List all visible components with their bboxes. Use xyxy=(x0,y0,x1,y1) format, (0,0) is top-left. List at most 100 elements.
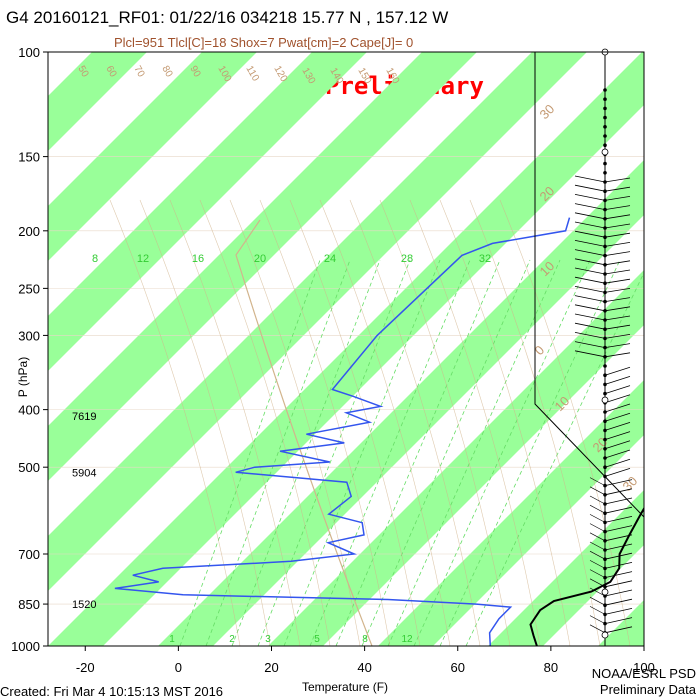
wind-barb xyxy=(604,343,631,348)
x-tick-label: 40 xyxy=(357,660,371,675)
x-tick-label: 0 xyxy=(175,660,182,675)
green-band xyxy=(598,600,644,646)
wind-barb xyxy=(574,267,606,275)
mixing-ratio-label: 5 xyxy=(314,634,320,645)
wind-barb xyxy=(574,175,606,183)
theta-label: 30 xyxy=(537,101,558,122)
wind-barb xyxy=(574,322,606,330)
wind-barb xyxy=(604,571,633,578)
green-band xyxy=(48,52,477,481)
mixing-ratio-line xyxy=(283,259,441,646)
isotherm-label: 110 xyxy=(243,64,261,84)
wind-dot xyxy=(603,299,607,304)
wind-barb xyxy=(574,350,606,358)
mixing-ratio-label: 8 xyxy=(92,253,98,265)
wind-barb xyxy=(604,543,633,551)
dry-adiabat-line xyxy=(439,199,571,646)
wind-barb xyxy=(574,221,606,229)
theta-label: 0 xyxy=(532,342,548,358)
wind-barb xyxy=(589,606,606,615)
mixing-ratio-line xyxy=(179,259,321,646)
dry-adiabat-line xyxy=(469,199,601,646)
mixing-ratio-label: 28 xyxy=(401,253,413,265)
wind-dot xyxy=(603,143,607,147)
wind-barb xyxy=(574,286,606,293)
height-label: 7619 xyxy=(72,411,96,423)
wind-barb xyxy=(574,304,606,312)
wind-barb xyxy=(604,440,631,450)
wind-dot xyxy=(603,483,607,488)
wind-barb xyxy=(589,615,606,624)
isotherm-label: 90 xyxy=(187,64,202,80)
wind-barb xyxy=(604,449,631,459)
dry-adiabat-line xyxy=(169,199,301,646)
wind-barb xyxy=(589,486,606,496)
wind-barb xyxy=(604,580,633,588)
mixing-ratio-label: 32 xyxy=(479,253,491,265)
height-label: 1520 xyxy=(72,599,96,611)
wind-barb xyxy=(604,186,631,192)
wind-barb xyxy=(604,394,631,404)
wind-barb xyxy=(604,497,633,505)
isotherm-label: 70 xyxy=(131,64,146,80)
wind-barb xyxy=(604,260,631,266)
wind-dot xyxy=(603,364,607,368)
sounding-title: G4 20160121_RF01: 01/22/16 034218 15.77 … xyxy=(6,8,449,27)
green-band xyxy=(158,160,644,646)
wind-barb xyxy=(589,477,606,486)
wind-barb xyxy=(574,258,606,266)
created-timestamp: Created: Fri Mar 4 10:15:13 MST 2016 xyxy=(0,684,224,699)
wind-barb xyxy=(589,532,606,542)
wind-barb xyxy=(589,569,606,578)
y-tick-label: 150 xyxy=(18,150,40,165)
wind-barb xyxy=(589,495,606,505)
dry-adiabat-line xyxy=(139,199,271,646)
green-band xyxy=(48,52,147,151)
wind-barb xyxy=(574,332,606,339)
dewpoint-trace xyxy=(114,217,571,646)
wind-barb xyxy=(574,212,606,220)
wind-barb xyxy=(604,608,633,615)
background-lines xyxy=(48,52,644,646)
green-band xyxy=(48,52,587,591)
y-tick-label: 100 xyxy=(18,45,40,60)
wind-dot xyxy=(603,336,607,341)
wind-barb xyxy=(604,534,633,542)
x-axis-label: Temperature (F) xyxy=(302,680,389,694)
wind-barb xyxy=(604,223,631,229)
calm-circle xyxy=(601,631,609,639)
wind-dot xyxy=(603,97,607,101)
mixing-ratio-line xyxy=(257,259,411,646)
dry-adiabat-line xyxy=(259,199,391,646)
wind-barb xyxy=(574,194,606,201)
x-tick-label: 20 xyxy=(264,660,278,675)
wind-barb xyxy=(574,313,606,321)
y-tick-label: 700 xyxy=(18,547,40,562)
wind-barb xyxy=(604,562,633,569)
wind-dot xyxy=(603,161,607,166)
mixing-ratio-label: 20 xyxy=(254,253,266,265)
wind-barb xyxy=(574,295,606,302)
credit-line-1: NOAA/ESRL PSD xyxy=(591,666,696,681)
wind-barb xyxy=(589,596,606,606)
dry-adiabat-line xyxy=(379,199,511,646)
wind-dot xyxy=(603,437,607,442)
y-axis-label: P (hPa) xyxy=(16,356,31,398)
wind-barb xyxy=(604,589,633,597)
dry-adiabat-line xyxy=(409,199,541,646)
mixing-ratio-label: 1 xyxy=(169,634,175,645)
wind-barb xyxy=(604,506,633,514)
wind-barb xyxy=(604,516,633,523)
wind-barb xyxy=(604,306,631,312)
x-tick-label: 60 xyxy=(451,660,465,675)
wind-barb xyxy=(604,196,631,201)
wind-barb xyxy=(574,184,606,192)
x-tick-label: -20 xyxy=(76,660,95,675)
isotherm-label: 150 xyxy=(355,66,373,86)
y-tick-label: 850 xyxy=(18,597,40,612)
mixing-ratio-line xyxy=(361,259,531,646)
wind-barb xyxy=(604,385,631,394)
mixing-ratio-line xyxy=(205,259,351,646)
mixing-ratio-label: 24 xyxy=(324,253,336,265)
